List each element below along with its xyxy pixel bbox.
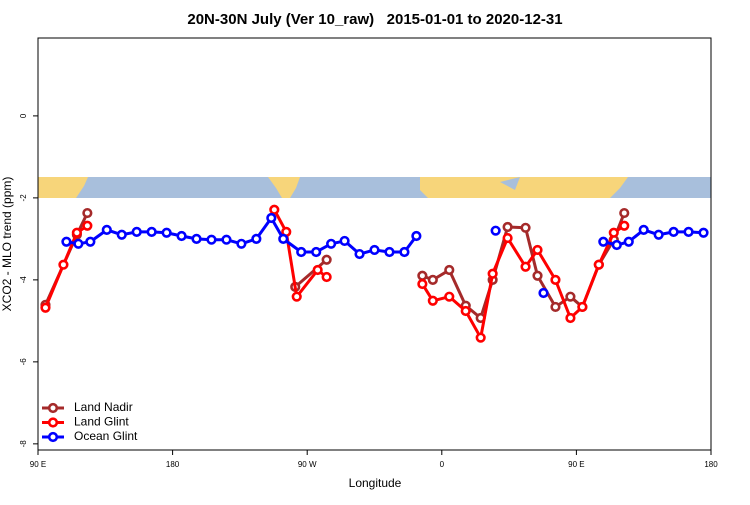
x-tick-label: 180	[704, 460, 718, 469]
data-point	[444, 264, 455, 276]
series-line	[44, 212, 626, 320]
data-point	[638, 224, 649, 235]
chart-title: 20N-30N July (Ver 10_raw) 2015-01-01 to …	[187, 11, 562, 28]
y-tick-label: -2	[19, 194, 28, 202]
data-point	[565, 312, 576, 324]
data-point	[608, 227, 619, 238]
data-point	[623, 236, 634, 247]
data-point	[206, 234, 217, 245]
data-point	[296, 246, 307, 258]
data-point	[384, 246, 395, 258]
data-point	[427, 295, 438, 306]
data-point	[427, 274, 438, 285]
data-point	[653, 229, 664, 240]
data-point	[82, 207, 93, 219]
data-point	[593, 259, 604, 270]
data-point	[85, 236, 96, 247]
data-point	[321, 254, 332, 265]
data-point	[619, 207, 630, 219]
data-point	[236, 238, 247, 249]
map-strip	[38, 177, 711, 198]
y-tick-label: -6	[19, 358, 28, 366]
data-point	[58, 259, 69, 270]
data-point	[312, 264, 323, 276]
data-point	[417, 270, 428, 281]
data-point	[619, 220, 630, 231]
data-point	[278, 233, 289, 244]
data-point	[668, 226, 679, 238]
data-point	[577, 301, 588, 313]
data-point	[269, 204, 280, 215]
data-point	[550, 301, 561, 313]
data-point	[116, 229, 127, 240]
plot-area	[40, 204, 709, 343]
y-axis-label: XCO2 - MLO trend (ppm)	[0, 177, 14, 312]
data-point	[82, 220, 93, 231]
data-point	[339, 235, 350, 247]
data-point	[490, 225, 501, 236]
data-point	[251, 233, 262, 244]
data-point	[311, 246, 322, 258]
legend-label: Land Nadir	[74, 400, 133, 414]
data-point	[532, 270, 543, 281]
legend-marker	[47, 417, 59, 428]
data-point	[538, 287, 549, 299]
data-point	[40, 302, 51, 313]
data-point	[411, 230, 422, 242]
data-point	[502, 232, 513, 244]
data-point	[475, 332, 486, 343]
data-point	[266, 212, 277, 224]
data-point	[550, 274, 561, 285]
data-point	[502, 221, 513, 233]
x-tick-label: 90 E	[30, 460, 46, 469]
legend-label: Land Glint	[74, 415, 129, 429]
data-point	[520, 261, 531, 272]
data-point	[191, 233, 202, 244]
data-point	[399, 246, 410, 258]
data-point	[146, 226, 157, 238]
data-point	[417, 278, 428, 290]
data-point	[291, 291, 302, 302]
data-point	[131, 226, 142, 238]
plot-frame	[37, 37, 712, 451]
data-point	[73, 238, 84, 249]
x-tick-label: 90 W	[298, 460, 317, 469]
data-point	[683, 226, 694, 238]
data-point	[698, 227, 709, 238]
data-point	[487, 268, 498, 279]
data-point	[161, 227, 172, 238]
data-point	[176, 230, 187, 242]
data-point	[520, 222, 531, 233]
data-point	[369, 244, 380, 256]
data-point	[460, 305, 471, 317]
x-tick-label: 180	[166, 460, 180, 469]
y-tick-label: 0	[19, 113, 28, 118]
data-point	[71, 227, 82, 238]
x-tick-label: 0	[440, 460, 445, 469]
data-point	[565, 291, 576, 302]
data-point	[444, 291, 455, 302]
legend-marker	[47, 402, 59, 414]
data-point	[101, 224, 112, 235]
data-point	[321, 271, 332, 283]
y-tick-label: -4	[19, 276, 28, 284]
data-point	[61, 236, 72, 247]
data-point	[354, 248, 365, 260]
data-point	[326, 238, 337, 249]
y-tick-label: -8	[19, 440, 28, 448]
legend-marker	[47, 431, 59, 443]
data-point	[611, 239, 622, 251]
x-axis-label: Longitude	[349, 476, 402, 490]
data-point	[532, 244, 543, 256]
x-tick-label: 90 E	[568, 460, 584, 469]
data-point	[598, 236, 609, 247]
legend-label: Ocean Glint	[74, 429, 138, 443]
data-point	[221, 234, 232, 245]
